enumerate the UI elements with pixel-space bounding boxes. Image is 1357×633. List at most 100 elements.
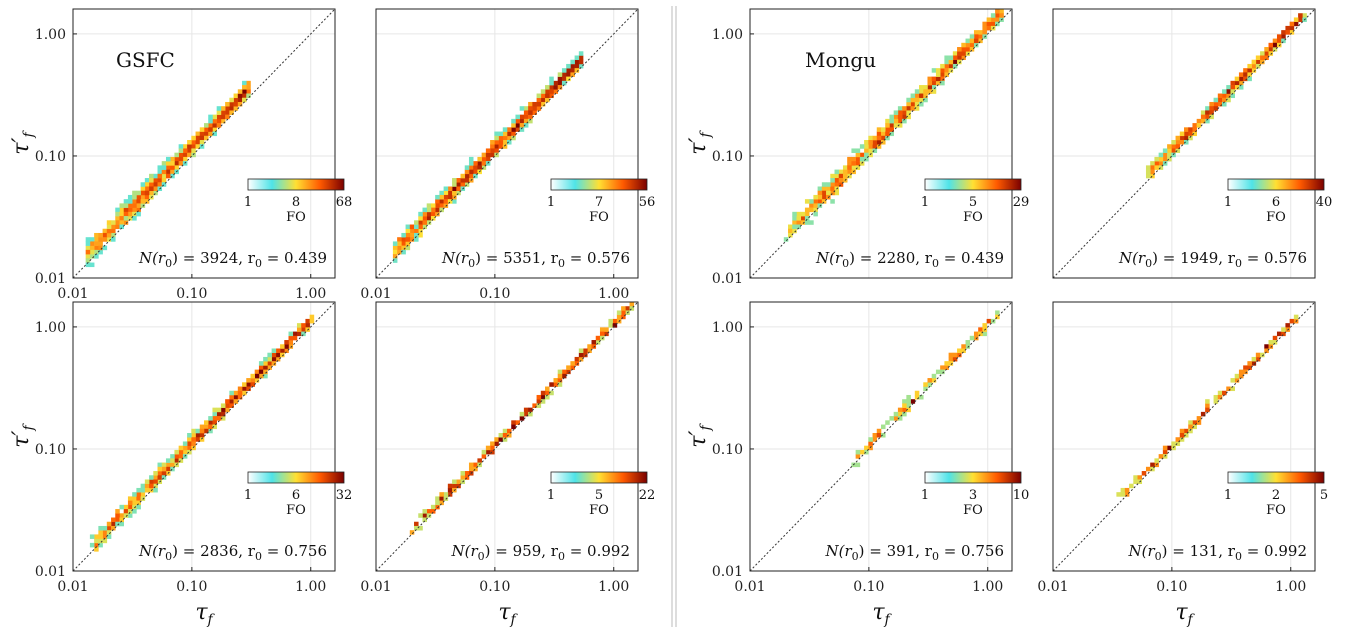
heatmap-cell xyxy=(549,390,554,396)
heatmap-cell xyxy=(1238,85,1244,90)
heatmap-cell xyxy=(401,249,406,255)
heatmap-cell xyxy=(216,118,222,124)
heatmap-cell xyxy=(923,382,928,387)
heatmap-cell xyxy=(447,199,453,204)
heatmap-cell xyxy=(115,211,120,217)
heatmap-cell xyxy=(275,348,281,354)
heatmap-cell xyxy=(1234,373,1240,379)
heatmap-cell xyxy=(507,433,512,438)
heatmap-cell xyxy=(123,207,129,213)
heatmap-cell xyxy=(809,203,814,208)
heatmap-cell xyxy=(178,144,184,149)
heatmap-cell xyxy=(1272,340,1278,345)
heatmap-cell xyxy=(578,55,584,61)
heatmap-cell xyxy=(153,178,158,183)
heatmap-cell xyxy=(233,106,239,111)
heatmap-cell xyxy=(115,220,120,225)
heatmap-cell xyxy=(969,47,975,52)
heatmap-cell xyxy=(1150,169,1155,175)
heatmap-cell xyxy=(595,335,601,341)
heatmap-cell xyxy=(1251,356,1257,362)
heatmap-cell xyxy=(246,382,251,387)
heatmap-cell xyxy=(191,433,196,438)
heatmap-cell xyxy=(233,101,239,107)
heatmap-cell xyxy=(165,458,171,463)
heatmap-cell xyxy=(792,211,797,217)
heatmap-cell xyxy=(443,190,449,196)
heatmap-cell xyxy=(944,63,949,69)
heatmap-cell xyxy=(902,399,907,404)
heatmap-cell xyxy=(460,471,466,476)
heatmap-cell xyxy=(511,118,516,124)
heatmap-cell xyxy=(897,106,903,111)
plot-frame xyxy=(1052,301,1316,572)
heatmap-cell xyxy=(422,509,428,514)
heatmap-cell xyxy=(515,127,520,132)
heatmap-cell xyxy=(144,178,150,183)
heatmap-cell xyxy=(1281,34,1286,39)
heatmap-cell xyxy=(422,207,428,213)
heatmap-cell xyxy=(182,441,188,446)
heatmap-cell xyxy=(229,399,234,404)
heatmap-cell xyxy=(999,9,1004,14)
heatmap-cell xyxy=(447,492,453,497)
heatmap-cell xyxy=(1238,80,1244,86)
heatmap-cell xyxy=(1167,156,1172,162)
heatmap-cell xyxy=(242,386,247,392)
heatmap-cell xyxy=(804,199,810,204)
heatmap-cell xyxy=(178,454,184,459)
heatmap-cell xyxy=(914,93,920,99)
heatmap-cell xyxy=(931,373,937,379)
heatmap-cell xyxy=(944,72,949,77)
heatmap-cell xyxy=(817,199,823,204)
heatmap-cell xyxy=(940,76,945,82)
heatmap-cell xyxy=(1230,386,1236,392)
heatmap-cell xyxy=(519,416,525,421)
heatmap-cell xyxy=(788,232,793,238)
heatmap-cell xyxy=(132,492,137,497)
colorbar-label: FO xyxy=(589,210,609,225)
heatmap-cell xyxy=(1162,445,1168,451)
heatmap-cell xyxy=(919,97,924,103)
heatmap-cell xyxy=(1175,144,1181,149)
heatmap-cell xyxy=(990,17,996,22)
heatmap-cell xyxy=(1145,169,1151,175)
heatmap-cell xyxy=(165,173,171,179)
heatmap-cell xyxy=(995,17,1000,22)
heatmap-cell xyxy=(1281,30,1286,35)
heatmap-cell xyxy=(511,135,516,141)
heatmap-cell xyxy=(288,331,294,337)
heatmap-cell xyxy=(426,211,432,217)
sample-count-annotation: N(r0) = 2280, r0 = 0.439 xyxy=(815,249,1004,270)
one-to-one-line xyxy=(1052,8,1316,279)
heatmap-cell xyxy=(553,378,559,383)
heatmap-cell xyxy=(868,441,873,446)
heatmap-cell xyxy=(957,55,962,61)
heatmap-cell xyxy=(804,211,810,217)
heatmap-cell xyxy=(233,93,239,99)
heatmap-cell xyxy=(796,211,802,217)
heatmap-cell xyxy=(98,525,103,531)
heatmap-cell xyxy=(464,471,470,476)
heatmap-cell xyxy=(132,211,137,217)
heatmap-cell xyxy=(1247,361,1252,366)
heatmap-cell xyxy=(1192,127,1197,132)
heatmap-cell xyxy=(98,232,103,238)
heatmap-cell xyxy=(127,207,133,213)
heatmap-cell xyxy=(595,340,601,345)
heatmap-cell xyxy=(119,521,125,527)
heatmap-cell xyxy=(397,249,402,255)
heatmap-cell xyxy=(931,85,937,90)
heatmap-cell xyxy=(292,331,298,337)
heatmap-cell xyxy=(948,356,954,362)
heatmap-cell xyxy=(817,194,823,200)
heatmap-cell xyxy=(1179,131,1185,137)
heatmap-cell xyxy=(1247,68,1252,73)
heatmap-cell xyxy=(1272,42,1278,48)
heatmap-cell xyxy=(1213,399,1219,404)
heatmap-cell xyxy=(208,424,213,430)
heatmap-cell xyxy=(237,97,243,103)
heatmap-cell xyxy=(570,361,575,366)
heatmap-cell xyxy=(1293,314,1299,320)
heatmap-cell xyxy=(961,55,966,61)
